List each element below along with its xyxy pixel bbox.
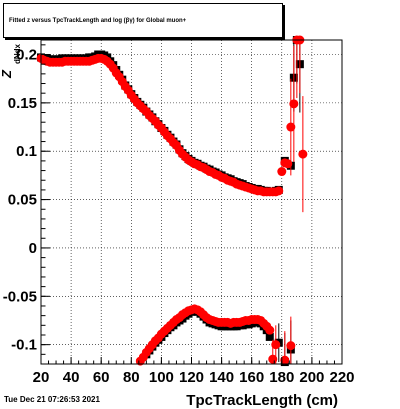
data-point-marker [283, 159, 293, 169]
y-axis-label: Z [0, 69, 14, 79]
x-tick-label: 220 [329, 369, 354, 386]
data-point-marker [286, 341, 296, 351]
x-tick-label: 140 [209, 369, 234, 386]
y-tick-label: 0.1 [16, 143, 37, 160]
x-tick-label: 60 [93, 369, 110, 386]
x-tick-label: 20 [33, 369, 50, 386]
data-point-marker [277, 167, 287, 177]
y-tick-label: -0.05 [3, 288, 37, 305]
y-tick-label: 0.2 [16, 47, 37, 64]
data-point-marker [265, 332, 274, 341]
data-point-marker [274, 186, 284, 196]
data-point-marker [268, 354, 278, 364]
x-tick-label: 80 [123, 369, 140, 386]
chart-title: Fitted z versus TpcTrackLength and log (… [9, 18, 187, 24]
data-point-marker [298, 149, 308, 159]
x-tick-label: 100 [149, 369, 174, 386]
data-point-marker [286, 122, 296, 132]
x-tick-label: 200 [299, 369, 324, 386]
data-point-marker [271, 340, 281, 350]
data-point-marker [265, 325, 275, 335]
data-point-marker [280, 355, 290, 365]
x-axis-label: TpcTrackLength (cm) [186, 392, 338, 409]
axis-layer: 20 40 60 80 100 120 140 160 180 200 220 0.2 0.15 0.1 0… [3, 44, 355, 386]
data-point-marker [289, 99, 299, 109]
y-tick-label: -0.1 [11, 337, 37, 354]
x-tick-label: 40 [63, 369, 80, 386]
x-tick-label: 160 [239, 369, 264, 386]
footer-timestamp: Tue Dec 21 07:26:53 2021 [4, 395, 100, 404]
y-tick-label: 0.15 [8, 95, 37, 112]
y-tick-label: 0.05 [8, 192, 37, 209]
y-tick-label: 0 [29, 240, 37, 257]
chart-title-box: Fitted z versus TpcTrackLength and log (… [3, 3, 283, 38]
x-tick-label: 120 [179, 369, 204, 386]
x-tick-label: 180 [269, 369, 294, 386]
series-layer [36, 35, 308, 367]
y-axis-label-sub: dNdx [13, 43, 22, 64]
